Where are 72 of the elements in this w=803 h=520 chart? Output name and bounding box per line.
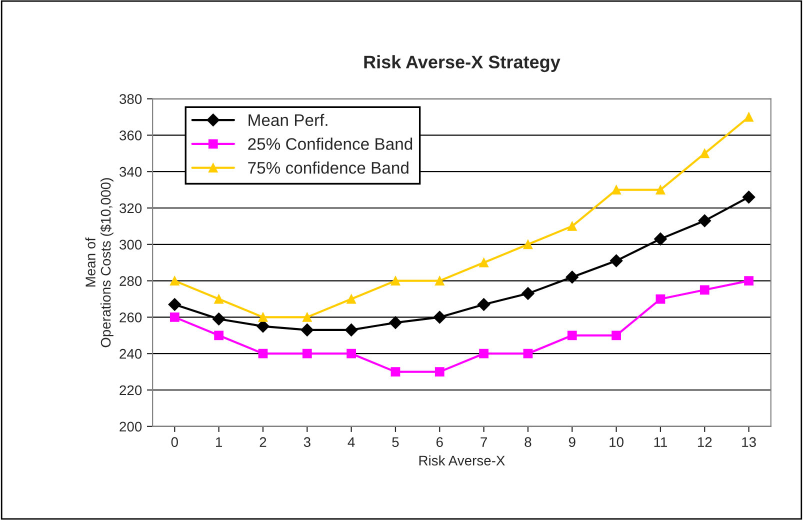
point <box>610 254 623 268</box>
x-tick-label: 0 <box>171 437 178 448</box>
y-tick-label: 220 <box>120 385 142 396</box>
point <box>434 276 444 286</box>
point <box>389 316 402 330</box>
point <box>700 148 710 158</box>
point <box>612 185 621 194</box>
legend-label: 25% Confidence Band <box>248 138 412 150</box>
y-axis-title: Mean of Operations Costs ($10,000) <box>85 178 114 348</box>
point <box>744 276 754 286</box>
point <box>567 222 577 231</box>
x-tick-label: 8 <box>524 437 532 448</box>
legend-label: 75% confidence Band <box>248 162 408 174</box>
y-tick-label: 200 <box>120 422 142 432</box>
x-tick-label: 9 <box>568 437 576 448</box>
x-tick-label: 1 <box>216 437 222 447</box>
point <box>742 190 756 204</box>
point <box>346 348 356 358</box>
point <box>654 232 667 246</box>
chart-title: Risk Averse-X Strategy <box>364 55 560 72</box>
point <box>479 348 488 358</box>
point <box>390 367 400 376</box>
point <box>656 294 666 304</box>
point <box>302 312 312 322</box>
x-tick-label: 6 <box>436 437 443 448</box>
y-tick-label: 240 <box>120 348 142 359</box>
point <box>344 324 358 336</box>
point <box>346 294 356 304</box>
legend-label: Mean Perf. <box>248 114 328 126</box>
x-axis-title: Risk Averse-X <box>419 455 505 466</box>
x-tick-label: 4 <box>348 437 355 447</box>
x-tick-label: 5 <box>392 437 399 448</box>
point <box>212 312 226 326</box>
point <box>434 367 444 376</box>
x-tick-label: 13 <box>742 437 756 448</box>
y-tick-label: 360 <box>120 130 142 140</box>
point <box>698 214 712 228</box>
point <box>214 294 224 304</box>
point <box>567 330 577 340</box>
point <box>258 348 268 358</box>
point <box>523 240 533 250</box>
point <box>302 348 312 358</box>
point <box>477 298 490 311</box>
point <box>523 348 533 358</box>
point <box>170 276 180 286</box>
point <box>300 324 314 336</box>
point <box>566 270 579 284</box>
point <box>656 185 666 194</box>
x-tick-label: 7 <box>480 437 487 447</box>
point <box>168 298 182 311</box>
point <box>522 287 534 300</box>
y-tick-label: 380 <box>120 94 142 104</box>
point <box>744 112 754 122</box>
point <box>479 258 488 268</box>
point <box>258 312 268 322</box>
y-tick-label: 320 <box>120 203 142 214</box>
point <box>612 330 621 340</box>
point <box>214 330 224 340</box>
y-tick-label: 280 <box>120 276 142 286</box>
point <box>256 320 270 333</box>
y-tick-label: 300 <box>120 240 142 250</box>
y-tick-label: 340 <box>120 166 142 177</box>
x-tick-label: 2 <box>260 437 266 447</box>
x-tick-label: 12 <box>698 437 712 447</box>
point <box>390 276 400 286</box>
y-tick-label: 260 <box>120 312 142 322</box>
x-tick-label: 11 <box>654 437 668 447</box>
point <box>700 285 710 295</box>
point <box>170 312 180 322</box>
point <box>433 310 446 324</box>
x-tick-label: 10 <box>610 437 624 448</box>
x-tick-label: 3 <box>304 437 310 448</box>
